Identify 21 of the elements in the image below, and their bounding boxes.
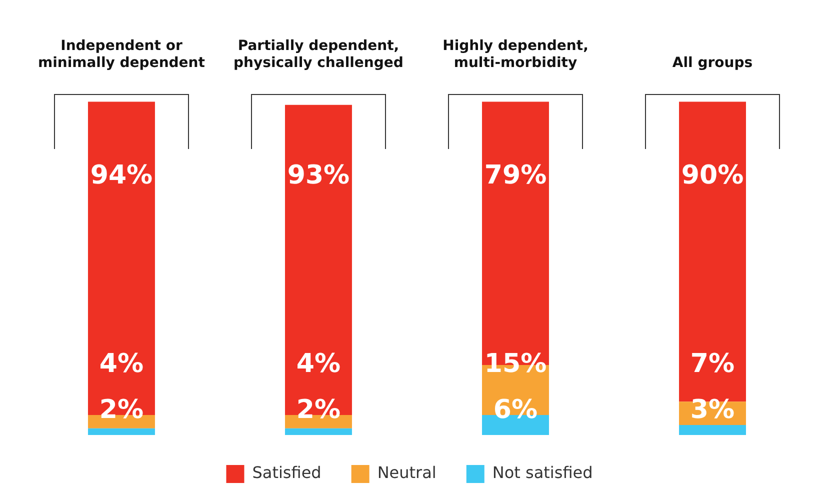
bar	[284, 428, 352, 435]
data-label: 2%	[99, 394, 144, 425]
data-label: 15%	[484, 348, 547, 379]
legend-label: Satisfied	[252, 463, 322, 482]
x-tick-label: Independent or minimally dependent	[38, 38, 206, 71]
bar	[679, 425, 746, 435]
data-label: 93%	[287, 160, 350, 190]
bar	[88, 428, 155, 435]
legend-label: Neutral	[377, 463, 436, 482]
data-label: 3%	[690, 394, 735, 425]
data-label: 94%	[90, 160, 153, 190]
x-tick-label: Partially dependent, physically challenged	[234, 38, 404, 71]
x-tick-label: Highly dependent, multi-morbidity	[442, 38, 588, 71]
data-label: 4%	[99, 348, 144, 379]
data-label: 7%	[690, 348, 735, 379]
legend-label: Not satisfied	[492, 463, 593, 482]
data-label: 2%	[296, 394, 341, 425]
data-label: 79%	[484, 160, 547, 190]
data-label: 4%	[296, 348, 341, 379]
data-label: 90%	[681, 160, 744, 190]
x-tick-label: All groups	[672, 54, 753, 71]
